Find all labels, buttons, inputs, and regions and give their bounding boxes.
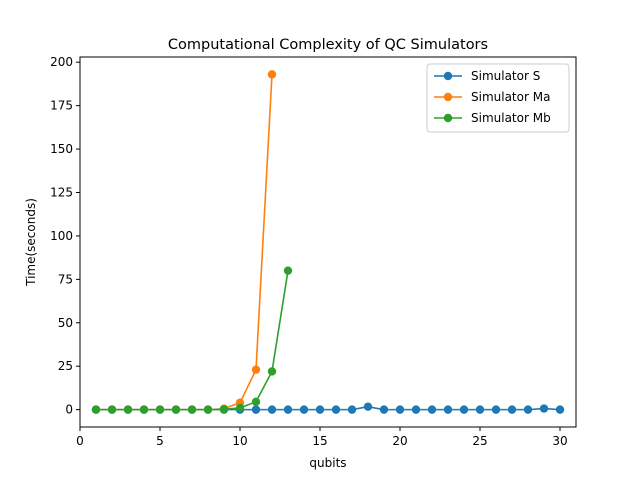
data-point bbox=[267, 405, 277, 414]
data-point bbox=[283, 266, 293, 275]
data-point bbox=[523, 405, 533, 414]
data-point bbox=[379, 405, 389, 414]
data-point bbox=[219, 405, 229, 414]
data-point bbox=[91, 405, 101, 414]
legend-label: Simulator S bbox=[471, 69, 540, 83]
data-point bbox=[251, 405, 261, 414]
data-point bbox=[123, 405, 133, 414]
x-tick-label: 20 bbox=[392, 434, 407, 448]
series-1 bbox=[91, 70, 277, 414]
chart-title: Computational Complexity of QC Simulator… bbox=[168, 37, 488, 53]
data-point bbox=[331, 405, 341, 414]
data-point bbox=[411, 405, 421, 414]
series-layer bbox=[91, 70, 565, 414]
data-point bbox=[267, 70, 277, 79]
data-point bbox=[267, 367, 277, 376]
x-axis: 0 5 10 15 20 25 30 bbox=[76, 427, 568, 448]
y-tick-label: 175 bbox=[50, 99, 73, 113]
y-tick-label: 150 bbox=[50, 142, 73, 156]
data-point bbox=[427, 405, 437, 414]
x-tick-label: 15 bbox=[312, 434, 327, 448]
legend-marker bbox=[443, 113, 453, 123]
data-point bbox=[491, 405, 501, 414]
x-tick-label: 30 bbox=[552, 434, 567, 448]
data-point bbox=[107, 405, 117, 414]
y-tick-label: 200 bbox=[50, 55, 73, 69]
series-2 bbox=[91, 266, 293, 414]
legend-marker bbox=[443, 92, 453, 102]
data-point bbox=[363, 402, 373, 411]
data-point bbox=[155, 405, 165, 414]
legend-label: Simulator Ma bbox=[471, 90, 550, 104]
x-tick-label: 0 bbox=[76, 434, 84, 448]
x-tick-label: 25 bbox=[472, 434, 487, 448]
data-point bbox=[139, 405, 149, 414]
y-tick-label: 0 bbox=[65, 403, 73, 417]
plot-frame bbox=[79, 56, 577, 428]
data-point bbox=[459, 405, 469, 414]
legend-box bbox=[426, 63, 570, 133]
y-axis-label: Time(seconds) bbox=[24, 198, 38, 287]
y-tick-label: 50 bbox=[58, 316, 73, 330]
x-axis-label: qubits bbox=[309, 456, 346, 470]
data-point bbox=[203, 405, 213, 414]
data-point bbox=[443, 405, 453, 414]
series-line bbox=[96, 74, 273, 411]
data-point bbox=[299, 405, 309, 414]
x-tick-label: 5 bbox=[156, 434, 164, 448]
series-line bbox=[96, 270, 289, 411]
legend-item: Simulator Ma bbox=[434, 90, 550, 104]
data-point bbox=[251, 397, 261, 407]
legend: Simulator S Simulator Ma Simulator Mb bbox=[426, 63, 570, 133]
legend-marker bbox=[443, 71, 453, 81]
data-point bbox=[315, 405, 325, 414]
y-tick-label: 125 bbox=[50, 185, 73, 199]
data-point bbox=[555, 405, 565, 414]
y-axis: 0 25 50 75 100 125 150 175 200 bbox=[50, 55, 80, 417]
data-point bbox=[539, 404, 549, 413]
data-point bbox=[475, 405, 485, 414]
data-point bbox=[395, 405, 405, 414]
legend-item: Simulator Mb bbox=[434, 111, 551, 125]
data-point bbox=[235, 403, 245, 413]
data-point bbox=[171, 405, 181, 414]
y-tick-label: 100 bbox=[50, 229, 73, 243]
x-tick-label: 10 bbox=[232, 434, 247, 448]
legend-label: Simulator Mb bbox=[471, 111, 551, 125]
data-point bbox=[507, 405, 517, 414]
data-point bbox=[283, 405, 293, 414]
y-tick-label: 75 bbox=[58, 272, 73, 286]
data-point bbox=[347, 405, 357, 414]
legend-item: Simulator S bbox=[434, 69, 540, 83]
data-point bbox=[187, 405, 197, 414]
data-point bbox=[251, 365, 261, 374]
y-tick-label: 25 bbox=[58, 359, 73, 373]
